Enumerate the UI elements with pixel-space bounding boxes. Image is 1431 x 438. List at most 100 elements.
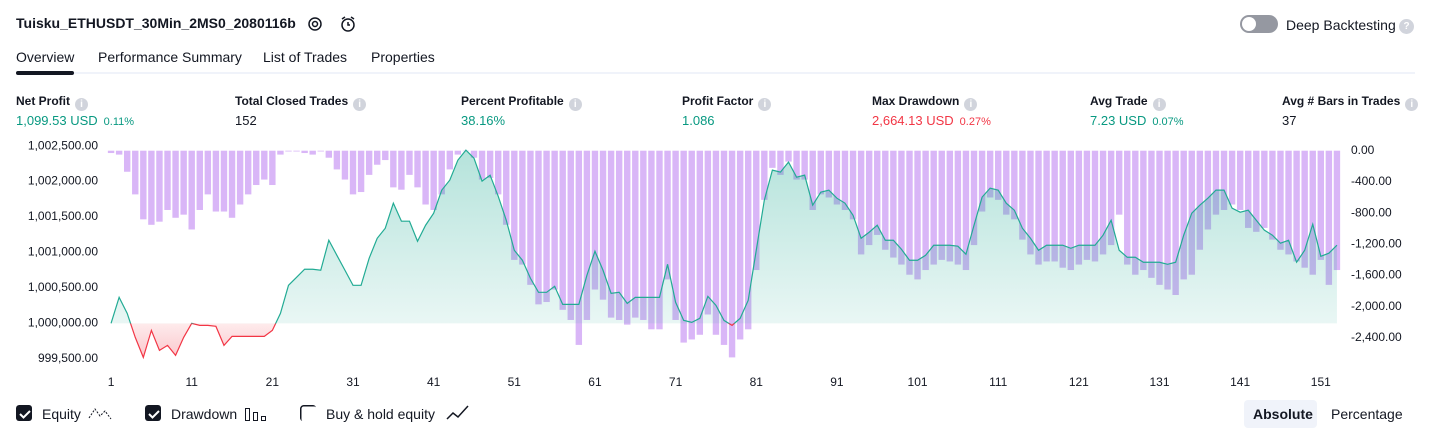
info-icon[interactable]: i [1152,98,1166,111]
x-tick-label: 1 [108,375,115,389]
drawdown-bar [648,150,655,330]
tab[interactable]: Properties [371,49,435,65]
drawdown-bar [1212,150,1220,215]
drawdown-bar [172,150,179,218]
alert-icon[interactable] [341,16,355,32]
stat-label: Profit Factor i [682,94,772,111]
drawdown-bar [406,150,413,175]
drawdown-bar [583,150,591,320]
toggle-label: Deep Backtesting [1286,17,1396,33]
stat-value: 7.23 USD 0.07% [1090,113,1184,128]
legend-label: Drawdown [171,406,238,422]
drawdown-legend-icon [245,408,266,421]
drawdown-bar [688,150,695,340]
x-tick-label: 121 [1069,375,1089,389]
x-tick-label: 141 [1230,375,1250,389]
x-tick-label: 61 [588,375,602,389]
stat-label: Avg Trade i [1090,94,1166,111]
stat-value-text: 38.16% [461,113,506,128]
drawdown-bar [454,150,462,155]
y-tick-label: 1,002,500.00 [28,138,98,152]
equity-legend-icon [88,408,112,420]
drawdown-bar [1035,150,1042,265]
info-icon[interactable]: i [758,98,772,111]
drawdown-bar [1011,150,1018,220]
x-tick-label: 81 [750,375,764,389]
x-tick-label: 51 [508,375,522,389]
drawdown-bar [777,150,784,175]
info-icon[interactable]: i [1405,98,1419,111]
drawdown-bar [285,150,292,152]
mode-button-active[interactable] [1244,400,1317,428]
mode-label[interactable]: Percentage [1331,406,1403,422]
y2-tick-label: -1,600.00 [1351,268,1402,282]
info-icon[interactable]: i [353,98,367,111]
drawdown-bar [849,150,857,220]
tab[interactable]: Overview [16,49,75,65]
drawdown-bar [115,150,123,155]
drawdown-bar [970,150,978,246]
drawdown-bar [1269,150,1276,240]
drawdown-bar [938,150,945,260]
equity-area [111,150,1337,358]
drawdown-bar [1051,150,1058,262]
buy-hold-checkbox[interactable] [300,405,316,421]
title-icons [308,16,355,32]
drawdown-bar [204,150,212,195]
drawdown-bar [841,150,849,210]
drawdown-checkbox[interactable] [145,405,161,421]
help-icon[interactable]: ? [1399,19,1414,34]
drawdown-bar [188,150,195,230]
drawdown-bar [632,150,639,318]
stat-value-text: 1,099.53 USD [16,113,98,128]
stat-value-text: 152 [235,113,257,128]
stat-value-text: 37 [1282,113,1297,128]
y-tick-label: 1,001,500.00 [28,209,98,223]
toggle[interactable] [1240,15,1278,33]
drawdown-bar [341,150,349,180]
stat-label-text: Profit Factor [682,94,754,108]
info-icon[interactable]: i [75,98,88,111]
drawdown-bar [761,150,768,200]
stat-label-text: Percent Profitable [461,94,564,108]
drawdown-bar [962,150,970,271]
settings-icon[interactable] [308,17,322,31]
chart: 1,002,500.00 1,002,000.00 1,001,500.00 1,00… [28,138,1402,389]
y2-tick-label: -2,000.00 [1351,299,1402,313]
tab[interactable]: Performance Summary [98,49,242,65]
tab[interactable]: List of Trades [263,49,348,65]
y-tick-label: 1,000,000.00 [28,316,98,330]
equity-checkbox[interactable] [16,405,32,421]
drawdown-bar [269,150,276,186]
drawdown-bar [1027,150,1034,255]
drawdown-bar [422,150,429,205]
drawdown-bar [1043,150,1050,262]
drawdown-bar [365,150,373,175]
stat-value: 1.086 [682,113,715,128]
drawdown-bar [672,150,679,320]
drawdown-bar [874,150,881,235]
info-icon[interactable]: i [568,98,582,111]
drawdown-bar [890,150,897,258]
drawdown-bar [1285,150,1292,255]
stat-value-text: 2,664.13 USD [872,113,954,128]
y2-tick-label: -800.00 [1351,205,1392,219]
stat-value: 37 [1282,113,1296,128]
stat-label: Net Profit i [16,94,88,111]
x-tick-label: 131 [1149,375,1169,389]
info-icon[interactable]: i [964,98,978,111]
drawdown-bar [680,150,687,343]
drawdown-bar [1148,150,1155,278]
stat-label-text: Total Closed Trades [235,94,349,108]
drawdown-bar [809,150,816,210]
strategy-title: Tuisku_ETHUSDT_30Min_2MS0_2080116b [16,15,296,31]
drawdown-bar [599,150,607,300]
drawdown-bar [253,150,260,186]
drawdown-bar [228,150,236,218]
x-tick-label: 151 [1311,375,1331,389]
stat-value: 38.16% [461,113,505,128]
drawdown-bar [785,150,792,162]
drawdown-bar [857,150,865,255]
y2-tick-label: -400.00 [1351,174,1392,188]
drawdown-bar [301,150,308,154]
